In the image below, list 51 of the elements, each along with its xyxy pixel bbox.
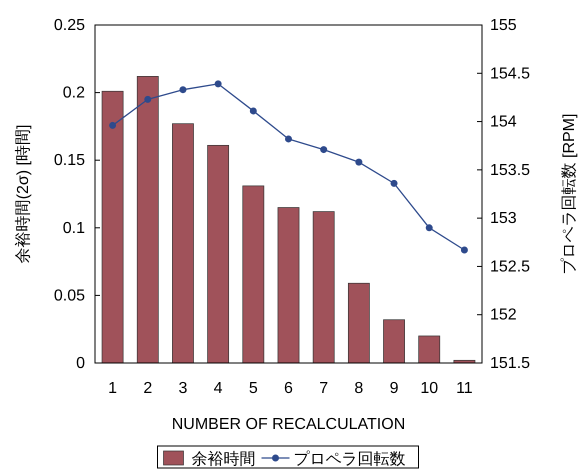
x-tick-label: 3 <box>178 380 188 397</box>
y-axis-title: 余裕時間(2σ) [時間] <box>14 124 32 264</box>
y2-tick-label: 152.5 <box>490 258 530 276</box>
point <box>355 158 362 166</box>
bar <box>172 123 194 364</box>
bar <box>418 336 440 364</box>
legend-label: プロペラ回転数 <box>294 450 406 468</box>
point <box>250 107 257 114</box>
point <box>179 86 186 94</box>
y2-tick-label: 155 <box>490 17 517 34</box>
point <box>390 180 398 187</box>
bar <box>312 211 335 364</box>
x-tick-label: 7 <box>319 380 328 397</box>
point <box>320 146 328 154</box>
y-tick-label: 0 <box>76 355 86 372</box>
bar <box>348 282 370 364</box>
x-tick-label: 2 <box>143 380 152 397</box>
x-tick-label: 11 <box>456 380 473 397</box>
bar <box>242 186 264 364</box>
y2-tick-label: 151.5 <box>490 355 530 372</box>
x-tick-label: 4 <box>214 380 223 397</box>
bar <box>278 207 300 364</box>
y2-tick-label: 152 <box>490 306 517 324</box>
point <box>144 96 152 103</box>
y2-tick-label: 153 <box>490 210 517 228</box>
y-tick-label: 0.1 <box>62 220 86 237</box>
point <box>426 224 433 232</box>
point <box>285 135 292 142</box>
y2-tick-label: 154 <box>490 114 517 131</box>
y-tick-label: 0.25 <box>54 17 86 34</box>
bar <box>136 76 159 364</box>
x-tick-label: 10 <box>420 380 438 397</box>
bar <box>102 90 124 364</box>
legend-label: 余裕時間 <box>192 450 256 468</box>
y2-tick-label: 153.5 <box>490 162 530 179</box>
y-tick-label: 0.2 <box>62 84 86 102</box>
y2-tick-label: 154.5 <box>490 65 530 82</box>
x-tick-label: 5 <box>248 380 258 397</box>
x-tick-label: 6 <box>284 380 294 397</box>
y2-axis-title: プロペラ回転数 [RPM] <box>560 114 578 274</box>
x-axis-title: NUMBER OF RECALCULATION <box>172 416 406 433</box>
bar <box>207 144 230 364</box>
y-tick-label: 0.15 <box>54 152 86 170</box>
y-tick-label: 0.05 <box>54 287 86 304</box>
bar <box>383 319 405 364</box>
x-tick-label: 1 <box>108 380 118 397</box>
x-tick-label: 8 <box>354 380 364 397</box>
point <box>214 80 222 88</box>
point <box>109 122 116 129</box>
point <box>460 246 468 254</box>
x-tick-label: 9 <box>390 380 399 397</box>
